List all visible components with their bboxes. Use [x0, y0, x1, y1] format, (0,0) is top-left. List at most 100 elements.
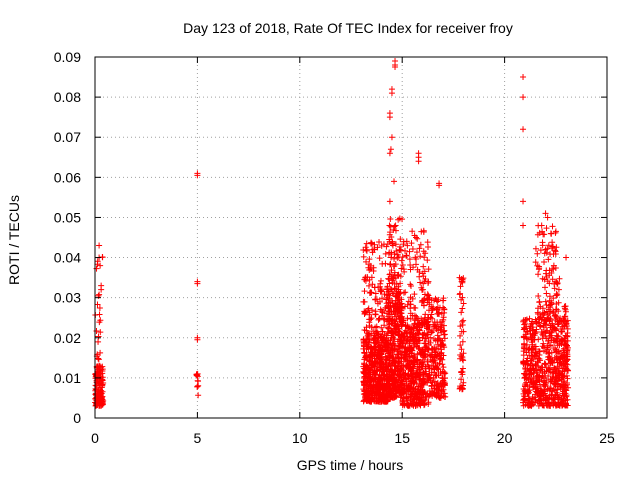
data-point: [386, 271, 393, 278]
data-point: [389, 238, 396, 245]
data-point: [368, 239, 375, 246]
data-point: [377, 277, 384, 284]
data-point: [403, 393, 410, 400]
data-point: [371, 375, 378, 382]
data-point: [391, 250, 398, 257]
data-point: [406, 340, 413, 347]
data-point: [413, 234, 420, 241]
data-point: [363, 339, 370, 346]
data-point: [387, 146, 394, 153]
data-point: [420, 280, 427, 287]
y-tick-label: 0.07: [54, 129, 81, 145]
data-point: [374, 367, 381, 374]
data-point: [398, 265, 405, 272]
data-point: [92, 382, 99, 389]
data-point: [377, 366, 384, 373]
data-point: [436, 360, 443, 367]
data-point: [98, 390, 105, 397]
data-point: [535, 222, 542, 229]
data-point: [404, 301, 411, 308]
data-point: [370, 368, 377, 375]
data-point: [98, 380, 105, 387]
data-point: [402, 289, 409, 296]
data-point: [372, 378, 379, 385]
data-point: [388, 134, 395, 141]
data-point: [388, 267, 395, 274]
data-point: [421, 344, 428, 351]
data-point: [95, 338, 102, 345]
data-point: [386, 381, 393, 388]
data-point: [400, 380, 407, 387]
data-point: [420, 302, 427, 309]
data-point: [441, 394, 448, 401]
data-point: [400, 266, 407, 273]
data-point: [367, 358, 374, 365]
data-point: [361, 308, 368, 315]
data-point: [542, 270, 549, 277]
data-point: [542, 298, 549, 305]
data-point: [376, 376, 383, 383]
data-point: [381, 375, 388, 382]
data-point: [408, 401, 415, 408]
data-point: [387, 393, 394, 400]
data-point: [386, 295, 393, 302]
data-point: [439, 361, 446, 368]
data-point: [366, 267, 373, 274]
data-point: [194, 370, 201, 377]
y-axis-title: ROTI / TECUs: [6, 195, 22, 285]
data-point: [418, 315, 425, 322]
data-point: [376, 385, 383, 392]
data-point: [421, 254, 428, 261]
data-point: [552, 229, 559, 236]
data-point: [428, 297, 435, 304]
data-point: [389, 290, 396, 297]
data-point: [407, 344, 414, 351]
data-point: [365, 305, 372, 312]
data-point: [417, 402, 424, 409]
data-point: [398, 257, 405, 264]
data-point: [409, 354, 416, 361]
data-point: [388, 320, 395, 327]
data-point: [437, 394, 444, 401]
data-point: [416, 376, 423, 383]
data-point: [372, 334, 379, 341]
data-point: [389, 300, 396, 307]
data-point: [194, 383, 201, 390]
data-point: [393, 378, 400, 385]
data-point: [401, 400, 408, 407]
data-point: [554, 291, 561, 298]
data-point: [374, 244, 381, 251]
data-point: [427, 334, 434, 341]
data-point: [459, 338, 466, 345]
data-point: [390, 377, 397, 384]
data-point: [396, 336, 403, 343]
data-point: [392, 241, 399, 248]
data-point: [411, 361, 418, 368]
data-point: [431, 319, 438, 326]
data-point: [370, 360, 377, 367]
data-point: [410, 365, 417, 372]
data-point: [364, 392, 371, 399]
data-point: [385, 307, 392, 314]
data-point: [386, 280, 393, 287]
data-point: [431, 354, 438, 361]
data-point: [413, 323, 420, 330]
data-point: [93, 265, 100, 272]
data-point: [406, 256, 413, 263]
data-point: [391, 346, 398, 353]
x-tick-label: 10: [292, 430, 308, 446]
data-point: [392, 222, 399, 229]
data-point: [441, 370, 448, 377]
data-point: [414, 266, 421, 273]
y-tick-label: 0.05: [54, 209, 81, 225]
data-point: [372, 308, 379, 315]
data-point: [372, 372, 379, 379]
data-point: [420, 297, 427, 304]
data-point: [408, 240, 415, 247]
data-point: [419, 286, 426, 293]
data-point: [424, 319, 431, 326]
data-point: [416, 245, 423, 252]
data-point: [390, 385, 397, 392]
data-point: [385, 330, 392, 337]
data-point: [438, 323, 445, 330]
